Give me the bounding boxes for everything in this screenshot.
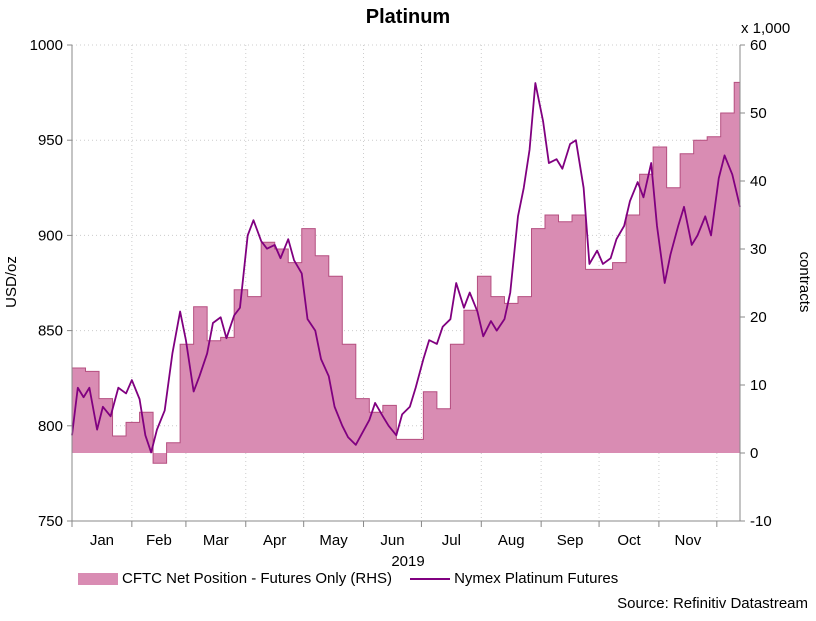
y-right-tick-label: 30: [750, 241, 767, 258]
y-right-tick-label: 50: [750, 105, 767, 122]
y-right-tick-label: 60: [750, 37, 767, 54]
axes: [67, 44, 745, 527]
legend-item-nymex: Nymex Platinum Futures: [410, 570, 618, 587]
legend-swatch-line: [410, 577, 451, 580]
source-note: Source: Refinitiv Datastream: [617, 595, 808, 612]
x-tick-label: Oct: [617, 532, 641, 549]
legend-label-cftc: CFTC Net Position - Futures Only (RHS): [122, 570, 393, 587]
x-tick-label: Aug: [498, 532, 525, 549]
cftc-net-position-edge: [72, 81, 740, 464]
y-left-tick-label: 1000: [30, 37, 63, 54]
legend-label-nymex: Nymex Platinum Futures: [454, 570, 619, 587]
y-left-tick-label: 900: [38, 227, 63, 244]
legend-swatch-area: [78, 572, 118, 585]
legend: CFTC Net Position - Futures Only (RHS) N…: [78, 570, 636, 587]
x-tick-label: Apr: [263, 532, 286, 549]
tick-labels: 750 800 850 900 950 1000 -10 0 10 20 30 40 50 60 Jan Fe…: [30, 37, 772, 549]
y-left-tick-label: 950: [38, 132, 63, 149]
x-tick-label: Jun: [380, 532, 404, 549]
y-right-tick-label: 10: [750, 377, 767, 394]
cftc-net-position-area: [72, 82, 740, 464]
x-axis-label: 2019: [391, 553, 424, 570]
x-tick-label: Nov: [675, 532, 702, 549]
y-right-tick-label: 20: [750, 309, 767, 326]
y-left-tick-label: 800: [38, 418, 63, 435]
x-tick-label: Mar: [203, 532, 229, 549]
y-left-tick-label: 850: [38, 323, 63, 340]
line-layer: [71, 82, 741, 454]
x-tick-label: Jan: [90, 532, 114, 549]
area-layer: [72, 81, 740, 464]
x-tick-label: Feb: [146, 532, 172, 549]
right-axis-label: contracts: [796, 252, 813, 313]
x-tick-label: Sep: [557, 532, 584, 549]
legend-item-cftc: CFTC Net Position - Futures Only (RHS): [78, 570, 392, 587]
nymex-platinum-futures-line: [71, 82, 741, 454]
y-right-tick-label: 40: [750, 173, 767, 190]
right-axis-multiplier: x 1,000: [741, 20, 790, 37]
left-axis-label: USD/oz: [3, 256, 20, 308]
chart-title: Platinum: [366, 6, 450, 28]
x-tick-label: May: [319, 532, 348, 549]
x-tick-label: Jul: [442, 532, 461, 549]
y-right-tick-label: 0: [750, 445, 758, 462]
y-left-tick-label: 750: [38, 513, 63, 530]
y-right-tick-label: -10: [750, 513, 772, 530]
